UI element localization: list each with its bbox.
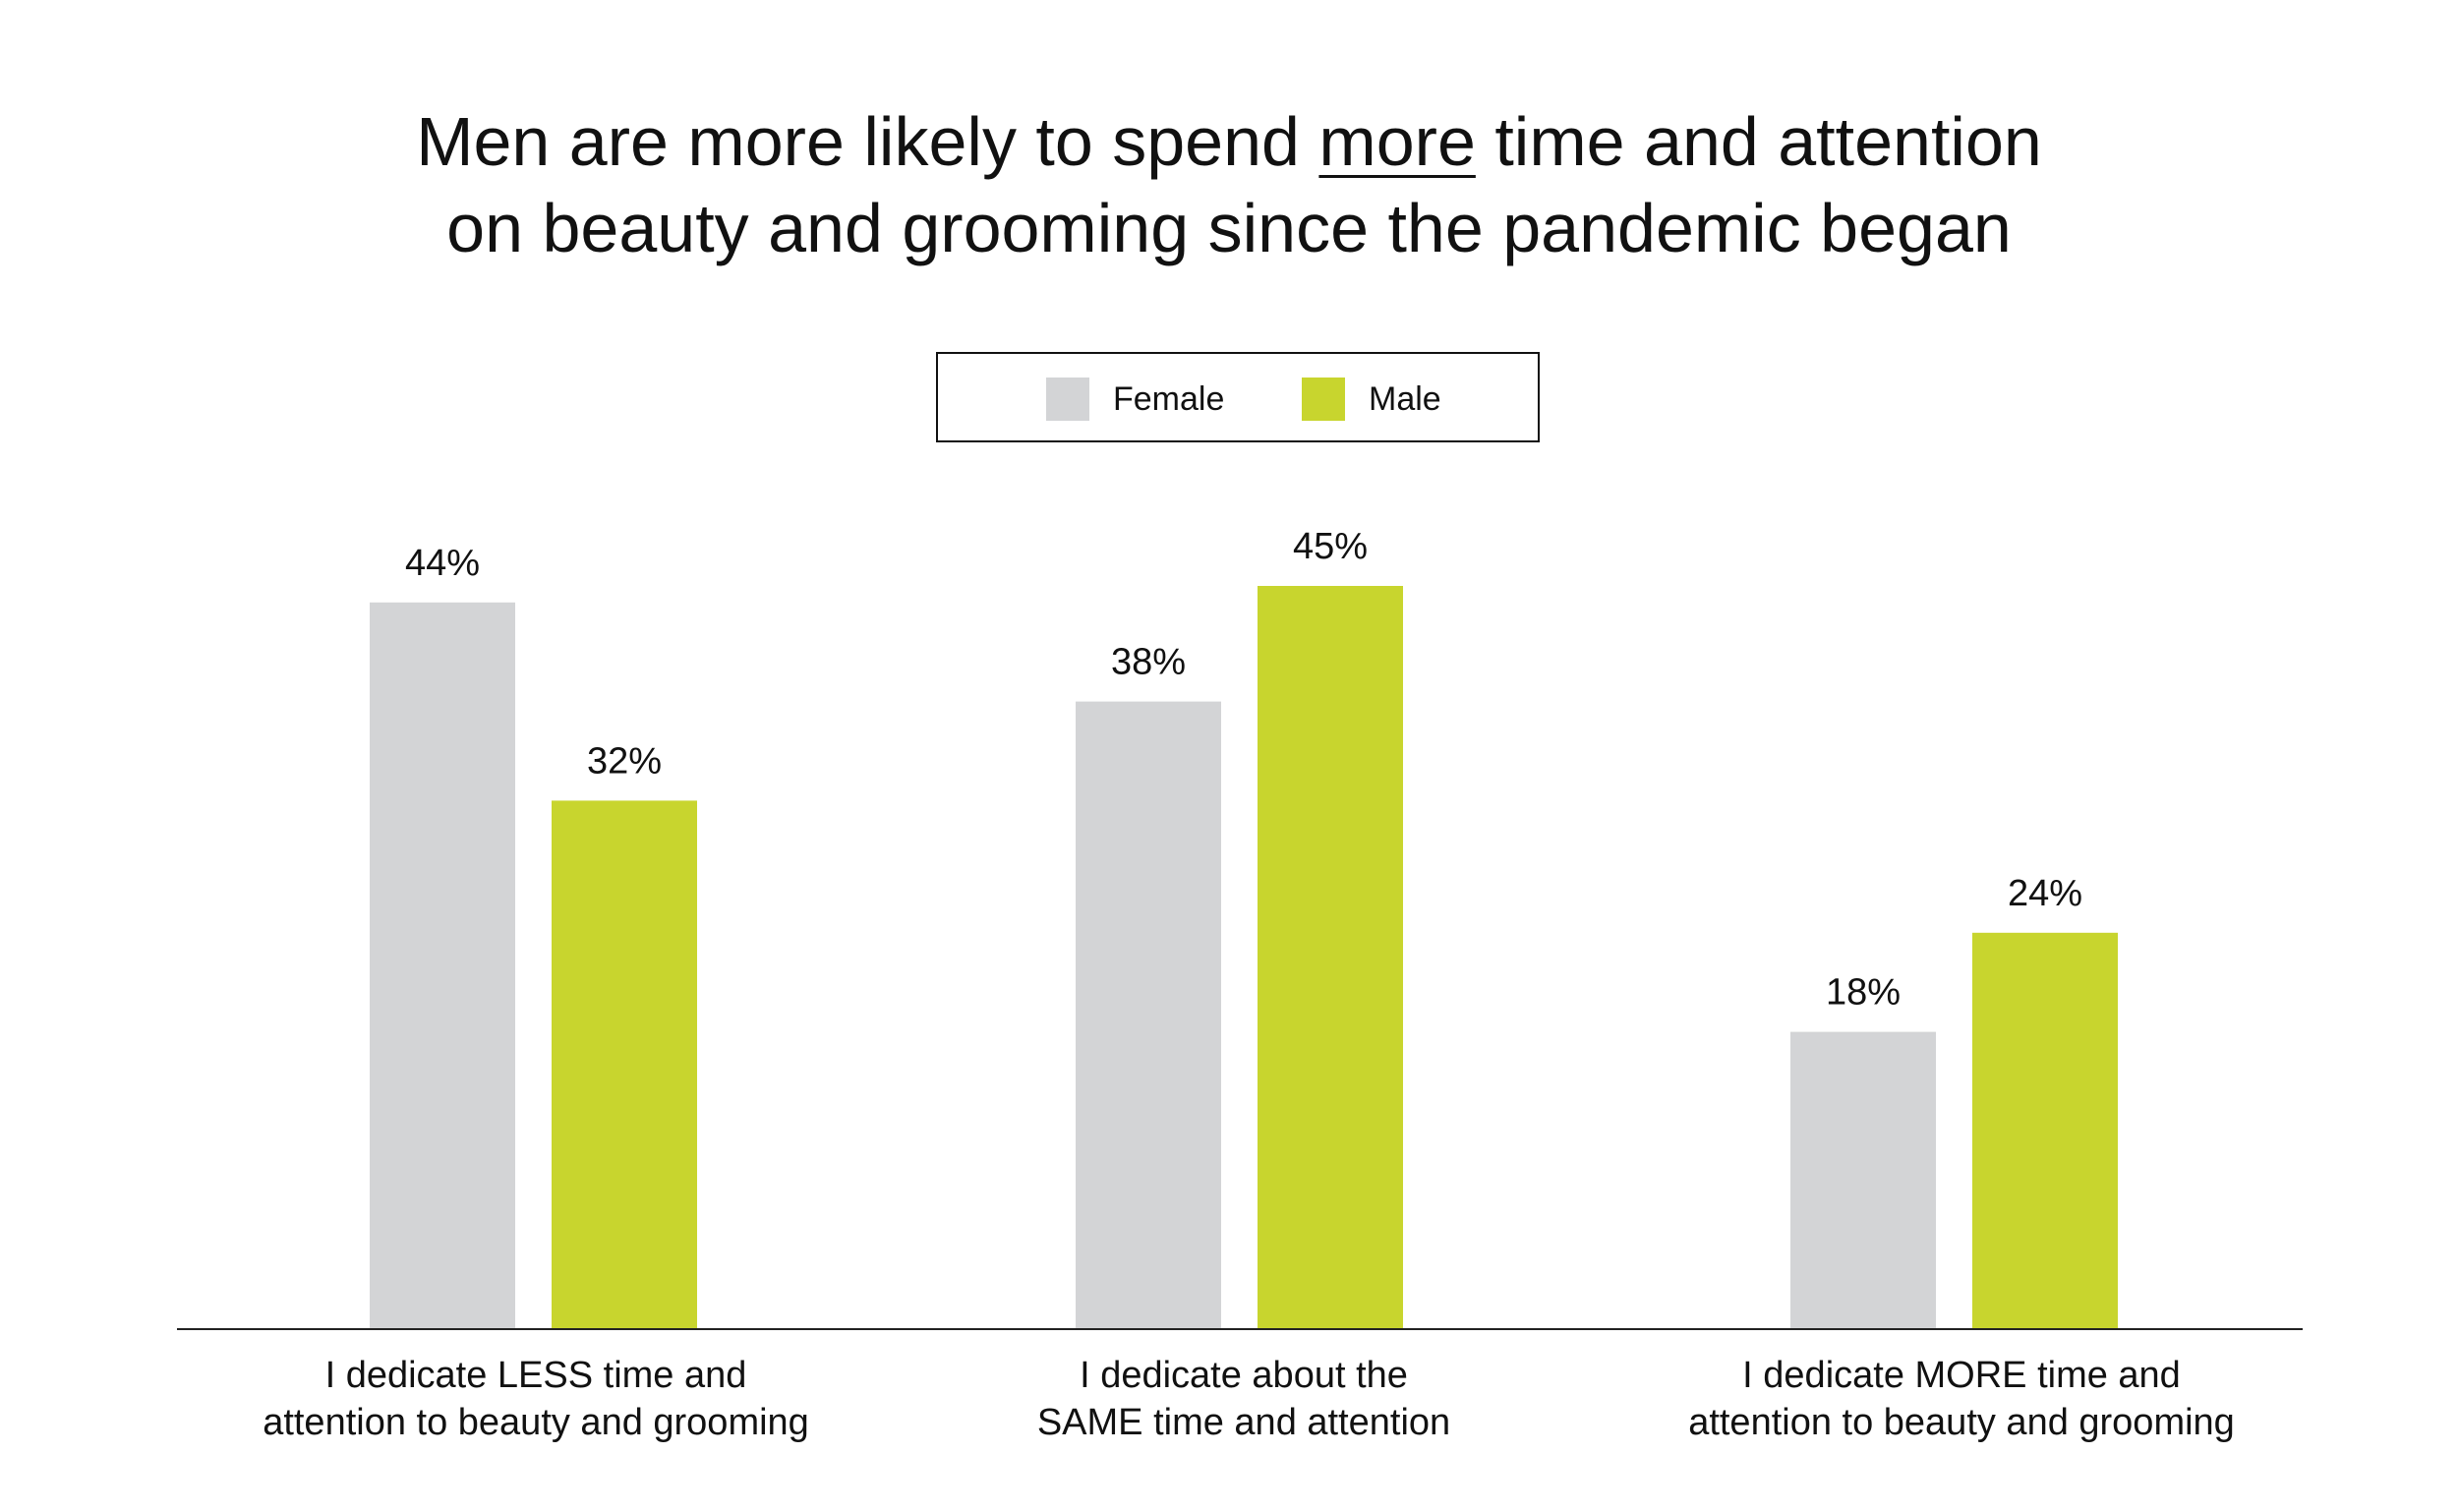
category-label-more: I dedicate MORE time and attention to be… [1617, 1352, 2306, 1446]
legend: Female Male [936, 352, 1540, 442]
chart-title-line-1: Men are more likely to spend more time a… [0, 98, 2458, 185]
category-label-more-line-2: attention to beauty and grooming [1688, 1402, 2235, 1443]
bars-group [370, 586, 2118, 1329]
bar-male-less [552, 800, 697, 1329]
value-label-male-less: 32% [587, 740, 662, 782]
category-label-less-line-2: attention to beauty and grooming [263, 1402, 809, 1443]
legend-item-female: Female [1046, 378, 1224, 421]
category-label-less-line-1: I dedicate LESS time and [324, 1355, 747, 1396]
bar-male-same [1258, 586, 1403, 1329]
value-label-female-more: 18% [1826, 972, 1901, 1014]
category-label-same-line-1: I dedicate about the [1080, 1355, 1408, 1396]
category-label-same-line-2: SAME time and attention [1036, 1402, 1451, 1443]
legend-item-male: Male [1302, 378, 1441, 421]
title-emphasis: more [1318, 103, 1476, 180]
chart-title-line-2: on beauty and grooming since the pandemi… [446, 190, 2012, 266]
legend-label-male: Male [1369, 379, 1441, 418]
legend-label-female: Female [1113, 379, 1225, 418]
value-label-male-same: 45% [1293, 526, 1368, 567]
value-labels-group: 44% 38% 18% 32% 45% 24% [405, 526, 2082, 1014]
bar-female-less [370, 602, 515, 1329]
category-label-more-line-1: I dedicate MORE time and [1742, 1355, 2181, 1396]
bar-female-more [1790, 1031, 1936, 1329]
chart-title: Men are more likely to spend more time a… [0, 98, 2458, 271]
category-label-same: I dedicate about the SAME time and atten… [900, 1352, 1588, 1446]
category-label-less: I dedicate LESS time and attention to be… [192, 1352, 880, 1446]
bar-female-same [1076, 701, 1221, 1329]
bar-male-more [1972, 932, 2118, 1329]
title-part-before: Men are more likely to spend [416, 103, 1319, 180]
value-label-male-more: 24% [2008, 873, 2082, 914]
legend-swatch-male [1302, 378, 1345, 421]
legend-swatch-female [1046, 378, 1089, 421]
title-part-after: time and attention [1475, 103, 2042, 180]
value-label-female-less: 44% [405, 543, 480, 584]
value-label-female-same: 38% [1111, 642, 1186, 683]
